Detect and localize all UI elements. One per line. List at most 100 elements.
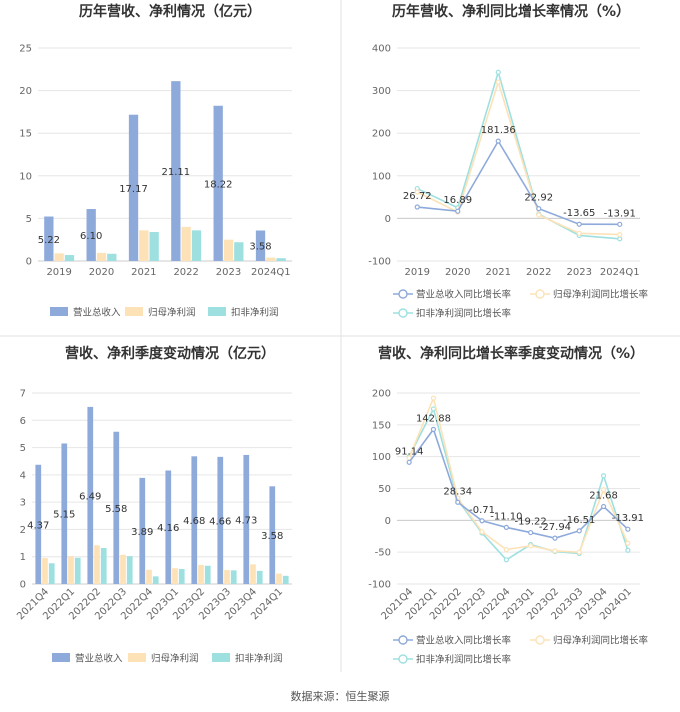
legend-swatch-marker [398,654,408,664]
bar-归母净利润 [42,558,48,584]
bar-归母净利润 [223,239,234,261]
y-tick-label: 1 [20,552,26,563]
point-营业总收入同比增长率 [625,526,631,532]
data-label: 18.22 [204,179,233,190]
y-tick-label: 3 [20,498,26,509]
legend-label: 营业总收入同比增长率 [416,289,512,301]
legend-label: 扣非净利润 [235,653,283,665]
legend-label: 归母净利润 [151,653,199,665]
bar-营业总收入 [255,230,266,261]
data-label: -11.10 [490,511,522,522]
point-归母净利润同比增长率 [617,231,623,238]
data-label: -13.91 [604,208,636,219]
y-tick-label: 300 [372,86,391,97]
x-tick-label: 2021 [486,267,511,278]
data-label: 4.73 [235,515,257,526]
bar-营业总收入 [87,406,94,584]
point-营业总收入同比增长率 [552,535,558,541]
bar-归母净利润 [266,257,276,261]
point-扣非净利润同比增长率 [503,557,509,563]
data-label: -13.91 [612,513,644,524]
chart-title: 历年营收、净利同比增长率情况（%） [392,3,630,20]
point-营业总收入同比增长率 [503,524,509,531]
bar-扣非净利润 [126,556,133,584]
legend-label: 扣非净利润 [231,307,279,319]
legend: 营业总收入 归母净利润 扣非净利润 [50,307,279,319]
legend-label: 归母净利润同比增长率 [553,635,649,647]
bar-扣非净利润 [256,570,263,584]
data-label: 4.16 [157,523,179,534]
bar-扣非净利润 [191,230,202,261]
bar-归母净利润 [250,564,256,584]
data-label: 17.17 [119,184,148,195]
data-label: 181.36 [481,125,516,136]
point-归母净利润同比增长率 [528,543,534,549]
data-label: 4.66 [209,516,231,527]
data-label: -13.65 [563,208,595,219]
y-tick-label: 50 [378,484,391,495]
bar-营业总收入 [44,216,54,261]
bar-营业总收入 [191,456,198,584]
data-label: 6.49 [79,491,101,502]
data-label: 6.10 [80,231,102,242]
y-tick-label: 5 [26,214,32,225]
x-tick-label: 2023 [567,267,592,278]
bar-扣非净利润 [149,232,159,261]
x-tick-label: 2020 [445,267,470,278]
x-tick-label: 2024Q1 [251,267,291,278]
bar-营业总收入 [171,81,181,262]
legend-swatch [208,307,226,316]
point-营业总收入同比增长率 [576,221,582,227]
data-label: 3.58 [249,242,271,253]
bar-营业总收入 [86,209,96,261]
legend-swatch-marker [535,289,545,299]
point-营业总收入同比增长率 [406,459,412,465]
bar-扣非净利润 [204,565,211,584]
x-tick-label: 2023 [216,267,241,278]
data-label: -27.94 [539,522,571,533]
data-label: 26.72 [403,191,432,202]
data-label: -16.51 [563,515,595,526]
y-tick-label: 200 [372,389,391,400]
point-营业总收入同比增长率 [600,503,607,510]
y-tick-label: 7 [20,389,26,400]
y-tick-label: -100 [368,257,391,268]
y-tick-label: 2 [20,525,26,536]
point-营业总收入同比增长率 [455,499,461,505]
data-label: -19.22 [515,517,547,528]
y-tick-label: 0 [385,516,391,527]
point-归母净利润同比增长率 [430,395,437,401]
chart-4: 营收、净利同比增长率季度变动情况（%）-100-5005010015020020… [368,345,648,666]
data-label: 21.68 [589,491,618,502]
bar-归母净利润 [96,252,107,261]
chart-title: 营收、净利同比增长率季度变动情况（%） [378,345,644,362]
point-归母净利润同比增长率 [600,487,607,493]
legend-label: 归母净利润同比增长率 [553,289,649,301]
y-tick-label: -50 [375,548,391,559]
point-扣非净利润同比增长率 [495,69,501,75]
point-扣非净利润同比增长率 [625,547,631,553]
y-tick-label: 15 [19,129,32,140]
data-label: 22.92 [524,193,553,204]
bar-归母净利润 [181,226,191,261]
bar-营业总收入 [139,477,146,584]
point-归母净利润同比增长率 [479,529,485,535]
data-label: 21.11 [162,167,191,178]
legend: 营业总收入 归母净利润 扣非净利润 [52,653,283,665]
y-tick-label: 4 [20,470,26,481]
y-tick-label: 20 [19,86,32,97]
bar-扣非净利润 [74,557,81,584]
y-tick-label: 0 [26,257,32,268]
data-label: 142.88 [416,413,451,424]
bar-扣非净利润 [152,576,159,584]
legend-label: 营业总收入同比增长率 [416,635,512,647]
y-tick-label: 150 [372,420,391,431]
point-营业总收入同比增长率 [479,518,485,524]
bar-归母净利润 [120,554,126,584]
data-label: 3.89 [131,527,153,538]
data-label: 5.58 [105,504,127,515]
chart-3: 营收、净利季度变动情况（亿元）012345672021Q42022Q12022Q… [15,345,292,665]
data-label: 5.22 [38,235,60,246]
legend-swatch-marker [398,308,408,318]
